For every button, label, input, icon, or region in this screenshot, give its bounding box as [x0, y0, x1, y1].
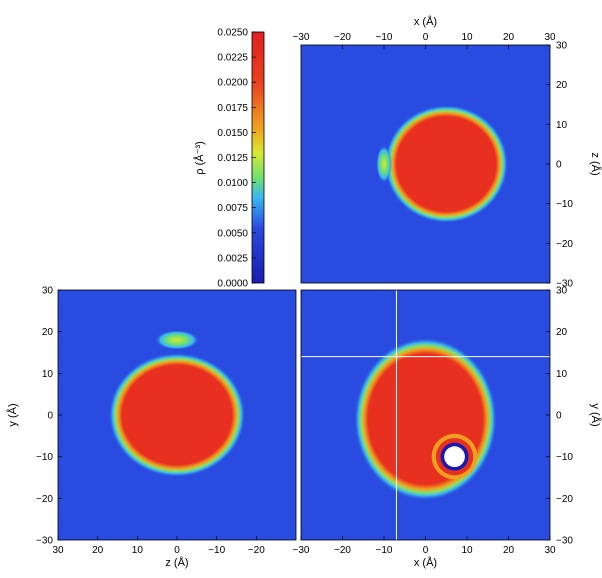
y-tick-label: 0: [556, 411, 562, 422]
colorbar-tick-label: 0.0150: [217, 128, 248, 139]
y-tick-label: −20: [556, 239, 573, 250]
y-tick-label: 20: [556, 80, 568, 91]
y-tick-label: 30: [556, 286, 568, 297]
x-tick-label: 20: [503, 32, 515, 43]
y-tick-label: −30: [556, 279, 573, 290]
colorbar-tick-label: 0.0250: [217, 28, 248, 39]
y-tick-label: −10: [556, 452, 573, 463]
x-tick-label: 30: [52, 545, 64, 556]
y-axis-label: z (Å): [589, 152, 602, 175]
density-blob: [353, 337, 498, 501]
y-tick-label: 10: [556, 369, 568, 380]
x-tick-label: 30: [544, 32, 556, 43]
x-tick-label: −20: [334, 32, 351, 43]
x-tick-label: −20: [248, 545, 265, 556]
x-axis-label: x (Å): [414, 556, 437, 569]
x-tick-label: −30: [293, 545, 310, 556]
panel-xz: [300, 44, 551, 284]
x-tick-label: 20: [503, 545, 515, 556]
panel-zy: [57, 289, 297, 541]
y-tick-label: 20: [556, 327, 568, 338]
colorbar-label: ρ (Å⁻³): [193, 141, 206, 174]
y-tick-label: 0: [47, 411, 53, 422]
y-tick-label: −10: [556, 199, 573, 210]
colorbar-tick-label: 0.0225: [217, 53, 248, 64]
y-tick-label: −30: [556, 536, 573, 547]
y-axis-label: y (Å): [6, 403, 19, 426]
axes-layer: −30 −20 −10 0 10 20 30 x (Å) 30 20 10 0 −10 −20 −30 z (…: [6, 15, 602, 569]
density-blob: [154, 330, 200, 350]
y-tick-label: 10: [556, 120, 568, 131]
colorbar-tick-label: 0.0200: [217, 78, 248, 89]
density-blob: [376, 144, 392, 184]
y-tick-label: 0: [556, 160, 562, 171]
colorbar-tick-label: 0.0125: [217, 153, 248, 164]
x-axis-label: x (Å): [414, 15, 437, 28]
y-tick-label: 20: [42, 327, 54, 338]
colorbar-tick-label: 0.0175: [217, 103, 248, 114]
colorbar-tick-label: 0.0000: [217, 279, 248, 290]
density-blob: [384, 104, 509, 224]
x-tick-label: 10: [461, 32, 473, 43]
colorbar-tick-label: 0.0075: [217, 203, 248, 214]
y-tick-label: −20: [36, 494, 53, 505]
y-tick-label: 30: [556, 41, 568, 52]
colorbar: 0.0250 0.0225 0.0200 0.0175 0.0150 0.0125 0.01…: [193, 28, 265, 290]
colorbar-tick-label: 0.0025: [217, 253, 248, 264]
density-blob: [108, 352, 246, 478]
x-tick-label: −10: [376, 32, 393, 43]
x-tick-label: −30: [293, 32, 310, 43]
y-tick-label: 10: [42, 369, 54, 380]
x-tick-label: 30: [544, 545, 556, 556]
y-axis-label: y (Å): [589, 403, 602, 426]
x-tick-label: 0: [423, 32, 429, 43]
density-hole: [444, 446, 465, 468]
x-tick-label: 10: [132, 545, 144, 556]
y-tick-label: −10: [36, 452, 53, 463]
y-tick-label: 30: [42, 286, 54, 297]
y-tick-label: −20: [556, 494, 573, 505]
colorbar-tick-label: 0.0050: [217, 228, 248, 239]
x-tick-label: 0: [174, 545, 180, 556]
y-tick-label: −30: [36, 536, 53, 547]
x-tick-label: −10: [208, 545, 225, 556]
x-tick-label: 0: [423, 545, 429, 556]
colorbar-tick-label: 0.0100: [217, 178, 248, 189]
x-tick-label: −10: [376, 545, 393, 556]
x-axis-label: z (Å): [165, 556, 188, 569]
panel-xy: [300, 289, 551, 541]
x-tick-label: −20: [334, 545, 351, 556]
x-tick-label: 20: [92, 545, 104, 556]
x-tick-label: 10: [461, 545, 473, 556]
colorbar-ticks: 0.0250 0.0225 0.0200 0.0175 0.0150 0.0125 0.01…: [217, 28, 256, 290]
